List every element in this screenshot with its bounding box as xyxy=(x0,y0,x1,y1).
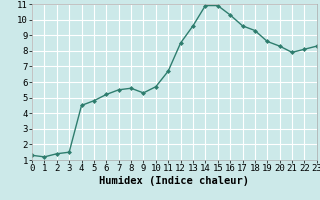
X-axis label: Humidex (Indice chaleur): Humidex (Indice chaleur) xyxy=(100,176,249,186)
